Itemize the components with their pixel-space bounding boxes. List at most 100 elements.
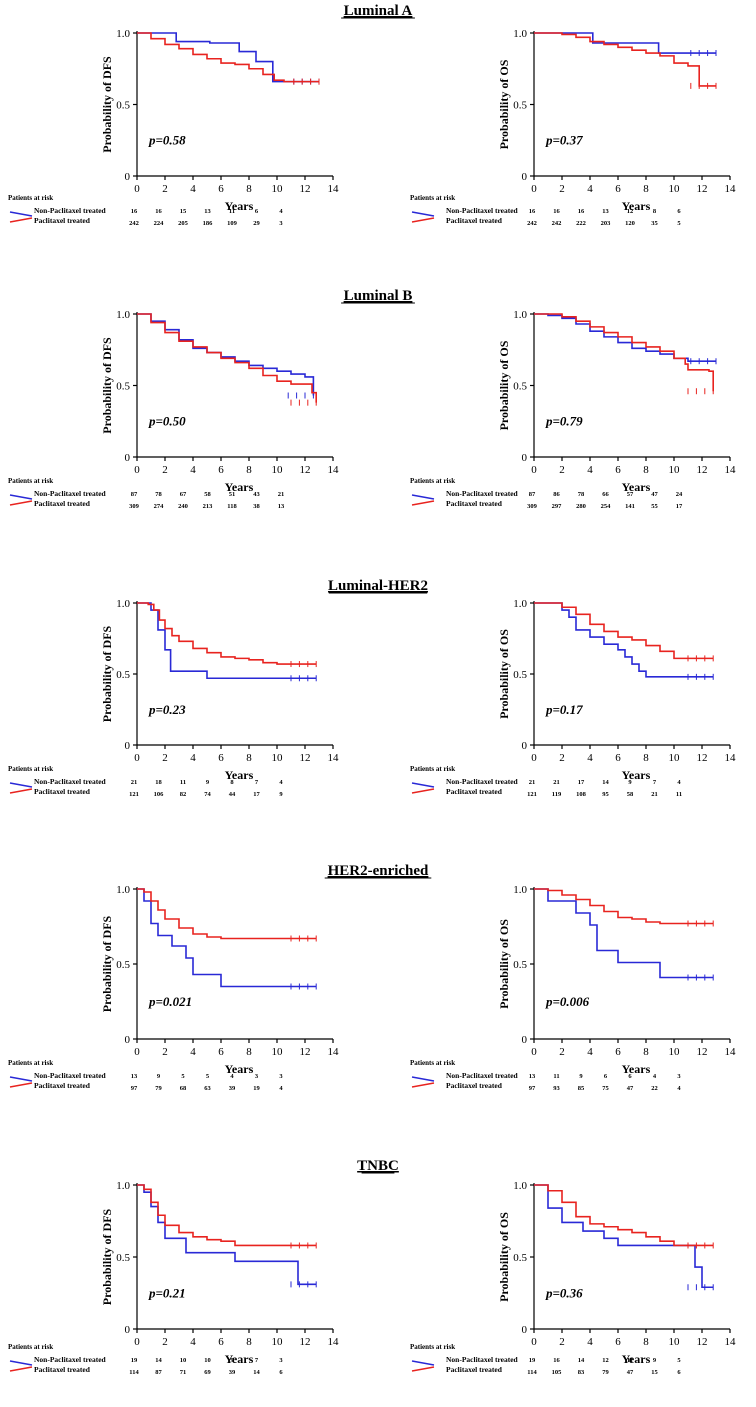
risk-count: 4 xyxy=(279,1085,283,1092)
x-tick-label: 2 xyxy=(162,752,168,764)
x-tick-label: 12 xyxy=(697,752,708,764)
risk-count: 58 xyxy=(204,491,211,498)
x-tick-label: 14 xyxy=(328,183,340,195)
risk-count: 7 xyxy=(653,779,657,786)
y-axis-title: Probability of DFS xyxy=(100,915,114,1012)
y-tick-label: 0.5 xyxy=(116,1252,130,1264)
risk-count: 78 xyxy=(578,491,585,498)
x-tick-label: 2 xyxy=(559,464,565,476)
risk-count: 114 xyxy=(129,1369,139,1376)
risk-label-paclitaxel: Paclitaxel treated xyxy=(446,1365,503,1374)
risk-label-non-paclitaxel: Non-Paclitaxel treated xyxy=(446,206,519,215)
risk-count: 24 xyxy=(676,491,683,498)
x-tick-label: 4 xyxy=(190,464,196,476)
x-tick-label: 6 xyxy=(615,752,621,764)
x-tick-label: 6 xyxy=(615,464,621,476)
risk-table-header: Patients at risk xyxy=(8,194,53,202)
risk-legend-line-paclitaxel xyxy=(411,788,435,794)
risk-count: 14 xyxy=(578,1357,585,1364)
p-value: p=0.36 xyxy=(545,1285,583,1300)
risk-legend-line-non-paclitaxel xyxy=(411,1076,435,1082)
risk-count: 3 xyxy=(279,1073,283,1080)
y-tick-label: 0.5 xyxy=(116,381,130,393)
p-value: p=0.21 xyxy=(148,1285,186,1300)
p-value: p=0.50 xyxy=(148,414,186,429)
risk-count: 47 xyxy=(627,1085,634,1092)
risk-count: 13 xyxy=(131,1073,138,1080)
risk-label-paclitaxel: Paclitaxel treated xyxy=(34,1365,91,1374)
risk-table-header: Patients at risk xyxy=(410,765,455,773)
x-tick-label: 6 xyxy=(615,183,621,195)
risk-count: 309 xyxy=(527,503,538,510)
risk-table-header: Patients at risk xyxy=(410,1059,455,1067)
p-value: p=0.79 xyxy=(545,414,583,429)
y-tick-label: 0 xyxy=(522,1034,528,1046)
x-axis-title: Years xyxy=(225,1062,254,1076)
section-title: HER2-enriched xyxy=(328,863,429,879)
risk-count: 67 xyxy=(180,491,187,498)
p-value: p=0.006 xyxy=(545,994,590,1009)
risk-count: 71 xyxy=(180,1369,187,1376)
y-tick-label: 0 xyxy=(125,1034,131,1046)
x-tick-label: 10 xyxy=(669,752,681,764)
risk-legend-line-non-paclitaxel xyxy=(9,782,33,788)
axes xyxy=(133,601,334,749)
risk-legend-line-paclitaxel xyxy=(411,1082,435,1088)
risk-table-header: Patients at risk xyxy=(8,1343,53,1351)
risk-count: 87 xyxy=(155,1369,162,1376)
x-tick-label: 10 xyxy=(272,464,284,476)
risk-count: 9 xyxy=(230,1357,234,1364)
risk-count: 254 xyxy=(601,503,612,510)
x-tick-label: 0 xyxy=(134,1336,140,1348)
risk-count: 43 xyxy=(253,491,260,498)
y-tick-label: 0 xyxy=(522,452,528,464)
y-tick-label: 1.0 xyxy=(513,28,527,40)
axes xyxy=(530,887,731,1043)
risk-count: 57 xyxy=(627,491,634,498)
section-title: Luminal B xyxy=(344,288,413,304)
risk-count: 13 xyxy=(204,208,211,215)
x-tick-label: 8 xyxy=(246,1046,252,1058)
risk-count: 9 xyxy=(157,1073,161,1080)
risk-count: 11 xyxy=(676,791,682,798)
risk-count: 29 xyxy=(253,220,260,227)
risk-legend-line-non-paclitaxel xyxy=(9,494,33,500)
y-tick-label: 1.0 xyxy=(116,28,130,40)
curve-paclitaxel xyxy=(534,888,714,925)
y-tick-label: 1.0 xyxy=(513,1180,527,1192)
curve-non-paclitaxel xyxy=(534,602,714,678)
risk-count: 6 xyxy=(255,208,259,215)
y-tick-label: 1.0 xyxy=(513,309,527,321)
y-tick-label: 1.0 xyxy=(116,884,130,896)
y-tick-label: 1.0 xyxy=(513,598,527,610)
curve-paclitaxel xyxy=(137,313,317,403)
risk-label-non-paclitaxel: Non-Paclitaxel treated xyxy=(446,1071,519,1080)
section-title: TNBC xyxy=(357,1158,399,1174)
risk-label-non-paclitaxel: Non-Paclitaxel treated xyxy=(446,1355,519,1364)
risk-count: 108 xyxy=(576,791,587,798)
curve-paclitaxel xyxy=(534,32,716,87)
section-title: Luminal-HER2 xyxy=(328,578,428,594)
x-tick-label: 2 xyxy=(162,464,168,476)
y-tick-label: 0 xyxy=(125,171,131,183)
x-axis-title: Years xyxy=(622,480,651,494)
x-tick-label: 4 xyxy=(190,1046,196,1058)
risk-count: 16 xyxy=(553,1357,560,1364)
x-tick-label: 0 xyxy=(531,752,537,764)
risk-count: 109 xyxy=(227,220,238,227)
risk-count: 16 xyxy=(131,208,138,215)
risk-count: 97 xyxy=(131,1085,138,1092)
x-tick-label: 2 xyxy=(559,752,565,764)
risk-label-non-paclitaxel: Non-Paclitaxel treated xyxy=(446,777,519,786)
x-tick-label: 8 xyxy=(246,183,252,195)
risk-legend-line-non-paclitaxel xyxy=(411,782,435,788)
x-tick-label: 14 xyxy=(725,752,737,764)
risk-count: 9 xyxy=(279,791,283,798)
y-axis-title: Probability of OS xyxy=(497,1212,511,1302)
x-tick-label: 6 xyxy=(218,752,224,764)
axes xyxy=(133,887,334,1043)
y-tick-label: 0.5 xyxy=(513,669,527,681)
